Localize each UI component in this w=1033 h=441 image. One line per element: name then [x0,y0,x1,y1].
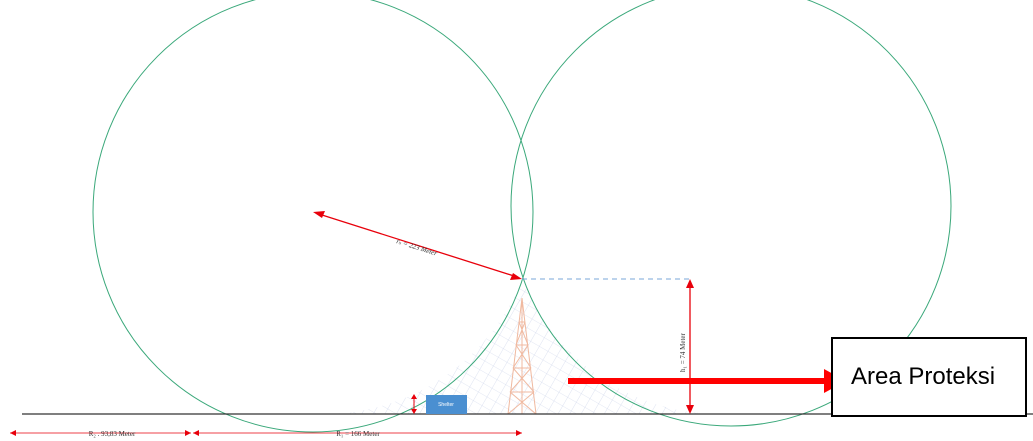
radius-arrow [313,211,522,280]
shelter-label: Shelter [438,402,454,408]
area-proteksi-label-box: Area Proteksi [831,337,1027,417]
height-label: h₁ = 74 Meter [679,332,687,372]
rolling-sphere-left [92,0,534,433]
tower [507,297,537,415]
rolling-sphere-right [510,0,952,427]
protection-zone-mesh [320,279,727,415]
radius-label: rₛ = 223 Meter [395,237,438,257]
r2-label: R₂ . 93,83 Meter [89,430,136,438]
r2-dimension-arrow [10,430,191,436]
height-arrow [686,279,694,414]
shelter-height-arrow [411,394,417,414]
shelter-box [426,395,467,414]
r1-dimension-arrow [193,430,522,436]
r1-label: R₁ = 166 Meter [336,430,380,438]
area-proteksi-label: Area Proteksi [851,363,996,390]
